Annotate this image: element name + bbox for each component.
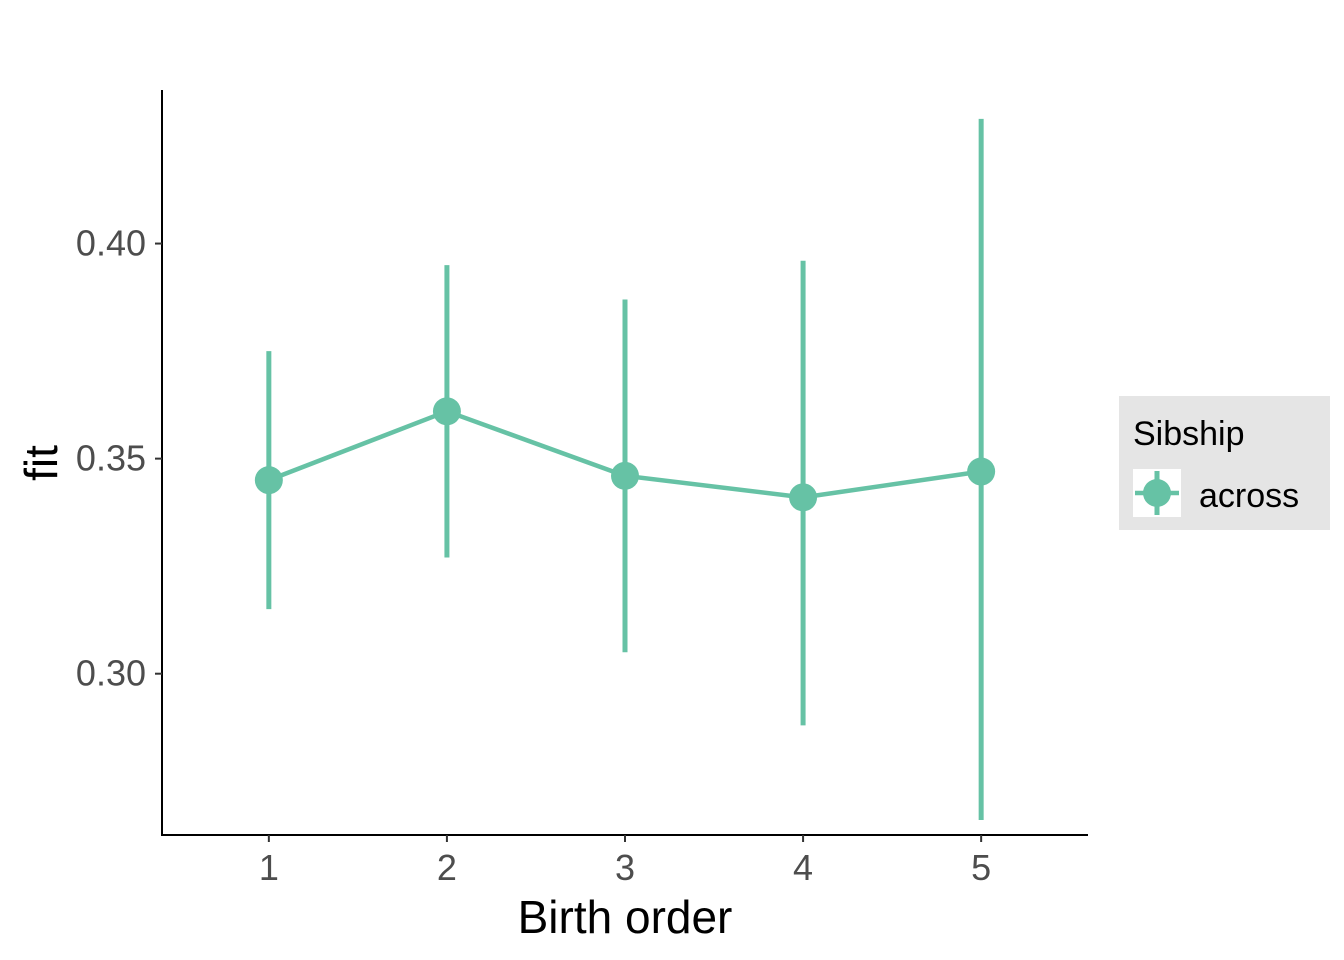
data-point: [432, 397, 461, 426]
x-tick-label: 4: [793, 847, 813, 888]
data-point: [611, 461, 639, 490]
x-axis-title: Birth order: [518, 891, 733, 943]
legend-title: Sibship: [1133, 415, 1245, 453]
data-point: [967, 457, 996, 486]
x-tick-label: 3: [615, 847, 635, 888]
x-tick-label: 1: [259, 847, 279, 888]
data-point: [254, 466, 283, 495]
y-tick-label: 0.35: [76, 438, 146, 479]
plot-marks: [254, 118, 996, 820]
data-point: [789, 483, 818, 512]
legend-key-icon: [1135, 471, 1179, 515]
legend-label-across: across: [1199, 477, 1299, 515]
y-axis-title: fit: [15, 445, 67, 481]
legend: Sibship across: [1119, 396, 1330, 530]
x-ticks: 1 2 3 4 5: [259, 835, 991, 888]
y-tick-label: 0.40: [76, 223, 146, 264]
legend-key-point: [1143, 479, 1171, 507]
x-tick-label: 5: [971, 847, 991, 888]
y-tick-label: 0.30: [76, 653, 146, 694]
y-ticks: 0.30 0.35 0.40: [76, 223, 162, 694]
x-tick-label: 2: [437, 847, 457, 888]
